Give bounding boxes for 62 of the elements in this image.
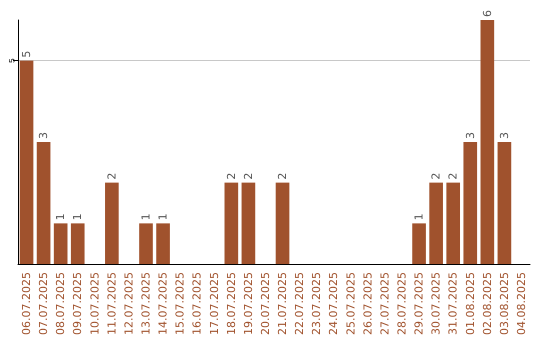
x-tick-label: 31.07.2025 [446, 272, 460, 336]
bar [242, 182, 256, 264]
x-tick-label: 01.08.2025 [464, 272, 477, 336]
bar [70, 223, 85, 264]
bar [156, 223, 170, 264]
x-tick-label: 06.07.2025 [20, 272, 34, 336]
x-tick-label: 08.07.2025 [54, 272, 68, 336]
data-label: 6 [480, 10, 494, 17]
bar [480, 20, 494, 264]
data-label: 2 [430, 172, 443, 180]
x-tick-label: 04.08.2025 [514, 272, 528, 336]
x-tick-label: 14.07.2025 [156, 272, 170, 336]
data-label: 1 [140, 213, 152, 220]
bar [105, 182, 119, 264]
x-tick-label: 15.07.2025 [174, 272, 187, 336]
x-tick-label: 25.07.2025 [344, 272, 358, 336]
data-label: 1 [412, 213, 426, 220]
data-label: 3 [37, 132, 50, 140]
x-tick-label: 29.07.2025 [412, 272, 426, 336]
data-label: 1 [156, 213, 170, 220]
x-tick-label: 16.07.2025 [190, 272, 204, 336]
bar [446, 182, 460, 264]
data-label: 2 [105, 172, 118, 180]
bar [429, 182, 443, 264]
data-label: 1 [54, 213, 68, 220]
x-tick-label: 09.07.2025 [71, 272, 84, 336]
x-tick-label: 21.07.2025 [276, 272, 290, 336]
x-tick-label: 22.07.2025 [293, 272, 306, 336]
bar [463, 142, 478, 264]
bar [276, 182, 290, 264]
x-tick-label: 27.07.2025 [378, 272, 392, 336]
bar [139, 223, 153, 264]
x-tick-label: 03.08.2025 [498, 272, 511, 336]
x-tick-label: 30.07.2025 [430, 272, 443, 336]
bar [498, 142, 512, 264]
bar [412, 223, 426, 264]
bar [36, 142, 50, 264]
data-label: 2 [242, 172, 255, 180]
x-tick-label: 13.07.2025 [140, 272, 152, 336]
data-label: 2 [224, 172, 238, 180]
bar [54, 223, 68, 264]
x-tick-label: 19.07.2025 [242, 272, 255, 336]
x-tick-label: 18.07.2025 [224, 272, 238, 336]
x-tick-label: 12.07.2025 [122, 272, 136, 336]
x-tick-label: 20.07.2025 [258, 272, 272, 336]
x-tick-label: 17.07.2025 [208, 272, 221, 336]
data-label: 2 [446, 172, 460, 180]
x-tick-label: 07.07.2025 [37, 272, 50, 336]
data-label: 5 [20, 50, 34, 58]
bar [20, 60, 34, 264]
x-tick-label: 10.07.2025 [88, 272, 102, 336]
x-tick-label: 28.07.2025 [396, 272, 408, 336]
x-tick-label: 02.08.2025 [480, 272, 494, 336]
bar [224, 182, 238, 264]
data-label: 3 [498, 132, 511, 140]
x-tick-label: 26.07.2025 [361, 272, 374, 336]
x-tick-label: 11.07.2025 [105, 272, 118, 336]
data-label: 2 [276, 172, 290, 180]
data-label: 3 [464, 132, 477, 140]
x-tick-label: 23.07.2025 [310, 272, 324, 336]
x-tick-label: 24.07.2025 [327, 272, 340, 336]
data-label: 1 [71, 213, 84, 220]
